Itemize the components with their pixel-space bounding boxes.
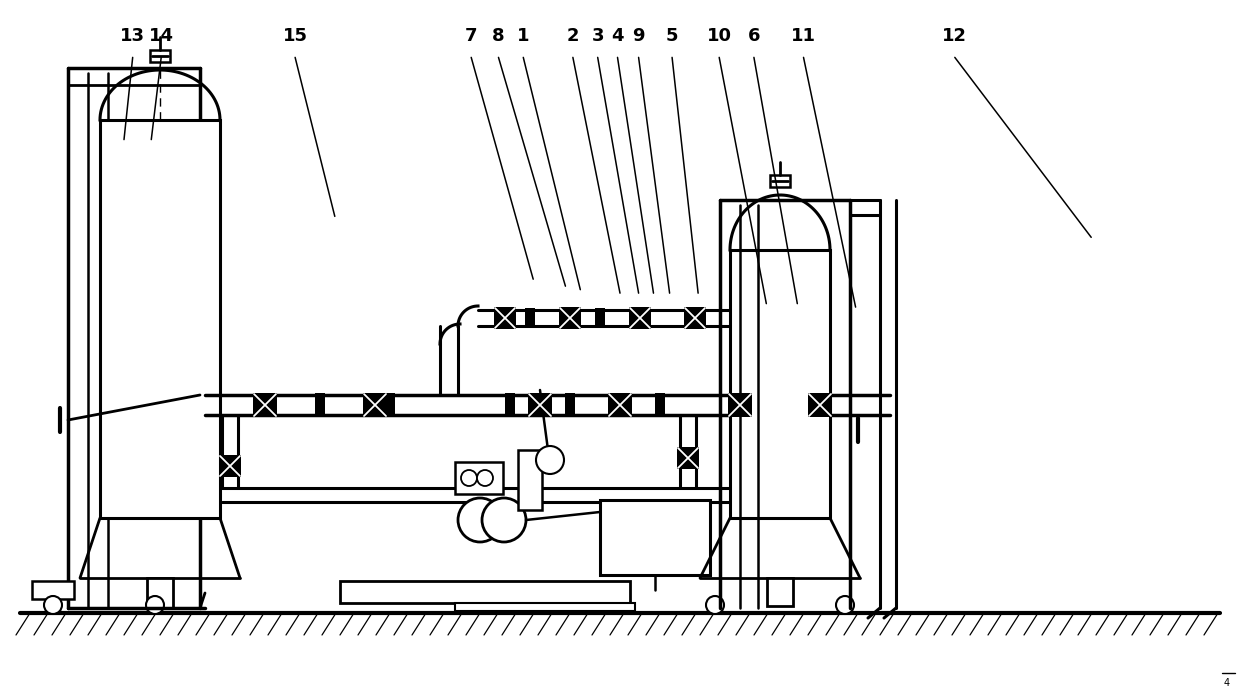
Text: 5: 5	[666, 27, 678, 45]
Bar	[518, 450, 542, 510]
Text: 3: 3	[591, 27, 604, 45]
Bar	[655, 393, 665, 417]
Text: 11: 11	[791, 27, 816, 45]
Bar	[677, 447, 699, 469]
Circle shape	[706, 596, 724, 614]
Bar	[684, 307, 706, 329]
Text: 6: 6	[748, 27, 760, 45]
Circle shape	[458, 498, 502, 542]
Text: 12: 12	[942, 27, 967, 45]
Bar	[494, 307, 516, 329]
Text: 4: 4	[611, 27, 624, 45]
Circle shape	[146, 596, 164, 614]
Text: 1: 1	[517, 27, 529, 45]
Circle shape	[461, 470, 477, 486]
Text: 8: 8	[492, 27, 505, 45]
Circle shape	[536, 446, 564, 474]
Bar	[525, 308, 534, 328]
Bar	[629, 307, 651, 329]
Bar	[730, 250, 830, 518]
Circle shape	[43, 596, 62, 614]
Bar	[565, 393, 575, 417]
Bar	[315, 393, 325, 417]
Circle shape	[482, 498, 526, 542]
Bar	[455, 462, 503, 494]
Bar	[100, 120, 219, 518]
Bar	[595, 308, 605, 328]
Bar	[728, 393, 751, 417]
Bar	[219, 455, 241, 477]
Text: 2: 2	[567, 27, 579, 45]
Bar	[253, 393, 277, 417]
Text: 4: 4	[1224, 678, 1230, 688]
Bar	[32, 581, 74, 599]
Bar	[384, 393, 396, 417]
Bar	[768, 578, 794, 606]
Bar	[363, 393, 387, 417]
Text: 15: 15	[283, 27, 308, 45]
Text: 13: 13	[120, 27, 145, 45]
Text: 10: 10	[707, 27, 732, 45]
Bar	[608, 393, 632, 417]
Bar	[528, 393, 552, 417]
Bar	[505, 393, 515, 417]
Text: 14: 14	[149, 27, 174, 45]
Bar	[808, 393, 832, 417]
Bar	[150, 50, 170, 62]
Bar	[770, 175, 790, 187]
Bar	[600, 500, 711, 575]
Bar	[735, 393, 745, 417]
Circle shape	[477, 470, 494, 486]
Bar	[340, 581, 630, 603]
Circle shape	[836, 596, 854, 614]
Text: 9: 9	[632, 27, 645, 45]
Text: 7: 7	[465, 27, 477, 45]
Bar	[148, 578, 174, 608]
Bar	[455, 603, 635, 611]
Bar	[559, 307, 582, 329]
